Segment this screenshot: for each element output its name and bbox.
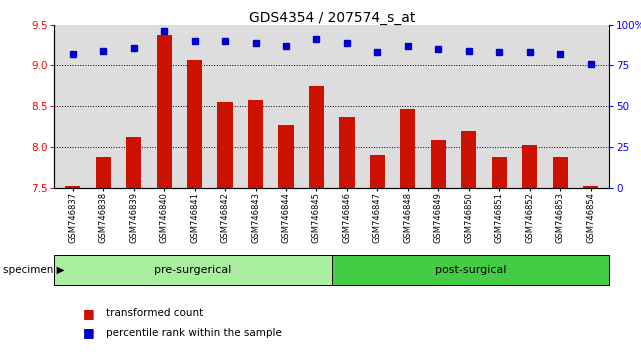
Bar xyxy=(583,186,598,188)
Bar xyxy=(339,117,354,188)
Text: percentile rank within the sample: percentile rank within the sample xyxy=(106,328,281,338)
Bar xyxy=(217,102,233,188)
Bar xyxy=(156,35,172,188)
Bar xyxy=(309,86,324,188)
Bar xyxy=(248,100,263,188)
Text: specimen ▶: specimen ▶ xyxy=(3,265,65,275)
Text: post-surgical: post-surgical xyxy=(435,265,506,275)
Bar xyxy=(65,186,80,188)
Text: pre-surgerical: pre-surgerical xyxy=(154,265,232,275)
Bar xyxy=(370,155,385,188)
Bar xyxy=(553,157,568,188)
Bar xyxy=(187,60,203,188)
Bar xyxy=(400,109,415,188)
Text: ■: ■ xyxy=(83,326,95,339)
Bar xyxy=(431,139,446,188)
Text: GDS4354 / 207574_s_at: GDS4354 / 207574_s_at xyxy=(249,11,415,25)
Bar xyxy=(126,137,141,188)
Text: transformed count: transformed count xyxy=(106,308,203,318)
Bar xyxy=(522,145,537,188)
Bar xyxy=(461,131,476,188)
Bar xyxy=(96,157,111,188)
Text: ■: ■ xyxy=(83,307,95,320)
Bar xyxy=(492,157,507,188)
Bar xyxy=(278,125,294,188)
